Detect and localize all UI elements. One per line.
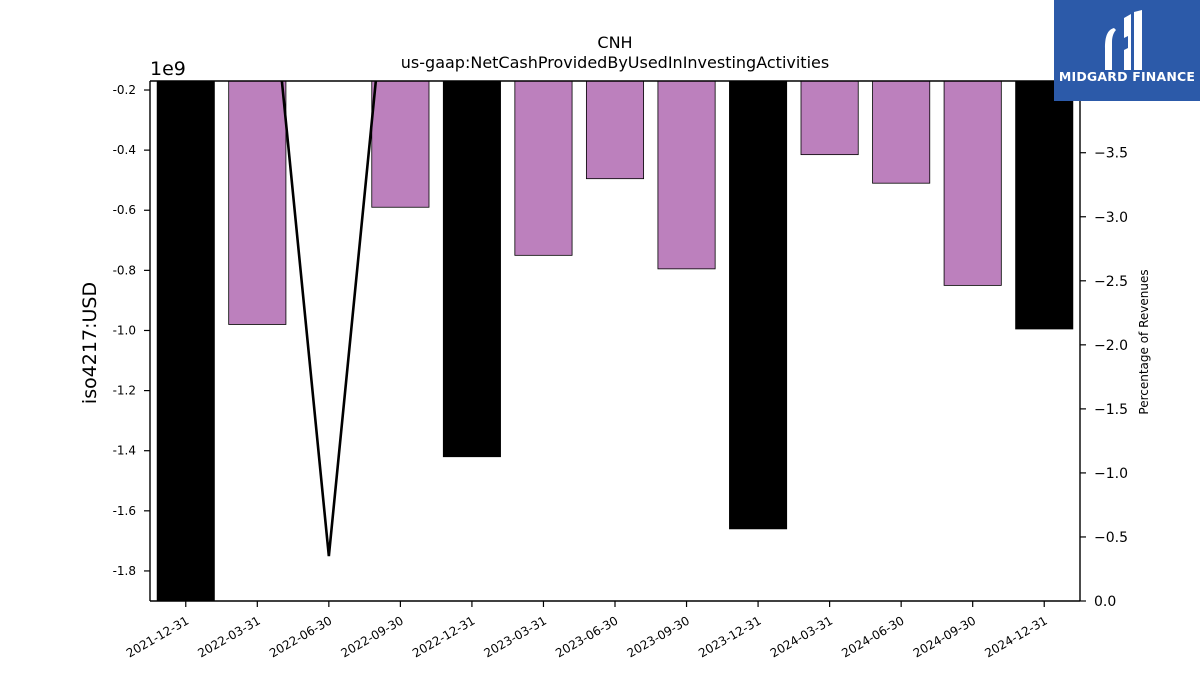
- y-tick-label: -1.6: [113, 504, 136, 518]
- y2-tick-label: −1.0: [1094, 466, 1128, 482]
- y2-tick-label: −3.0: [1094, 210, 1128, 226]
- y2-tick-label: 0.0: [1094, 594, 1116, 610]
- bar-2023-12-31: [729, 81, 788, 530]
- chart-title: CNH: [597, 33, 632, 52]
- y-tick-label: -1.4: [113, 444, 136, 458]
- bar-2023-03-31: [514, 81, 573, 256]
- y-tick-label: -0.8: [113, 263, 136, 277]
- bar-2022-09-30: [371, 81, 430, 208]
- y-tick-label: -0.6: [113, 203, 136, 217]
- bar-2022-03-31: [228, 81, 287, 325]
- y2-axis-ticks: -4.0−3.5−3.0−2.5−2.0−1.5−1.0−0.50.0: [1080, 82, 1128, 610]
- percentage-of-revenues-line: [280, 81, 378, 557]
- y-offset-label: 1e9: [150, 58, 186, 80]
- x-tick-label: 2022-09-30: [338, 613, 405, 660]
- x-tick-label: 2024-12-31: [982, 613, 1049, 660]
- y2-axis-label: Percentage of Revenues: [1137, 269, 1151, 414]
- bar-2024-12-31: [1015, 81, 1074, 330]
- bar-2022-12-31: [442, 81, 501, 458]
- y-tick-label: -1.8: [113, 564, 136, 578]
- x-tick-label: 2024-09-30: [911, 613, 978, 660]
- x-axis-ticks: 2021-12-31 2022-03-31 2022-06-30 2022-09-30…: [124, 601, 1050, 660]
- y-axis-label: iso4217:USD: [79, 282, 101, 404]
- y2-tick-label: −1.5: [1094, 402, 1128, 418]
- line-layer: [280, 81, 378, 557]
- y-tick-label: -1.0: [113, 323, 136, 337]
- x-tick-label: 2024-06-30: [839, 613, 906, 660]
- x-tick-label: 2021-12-31: [124, 613, 191, 660]
- bar-2023-09-30: [657, 81, 716, 270]
- y-axis-ticks: -0.2 -0.4 -0.6 -0.8 -1.0 -1.2 -1.4 -1.6 -1.8: [113, 83, 150, 578]
- chart-subtitle: us-gaap:NetCashProvidedByUsedInInvesting…: [401, 53, 829, 72]
- x-tick-label: 2023-12-31: [696, 613, 763, 660]
- bar-2024-03-31: [800, 81, 859, 156]
- y2-tick-label: −0.5: [1094, 530, 1128, 546]
- y2-tick-label: −3.5: [1094, 146, 1128, 162]
- bar-2024-09-30: [943, 81, 1002, 286]
- y-tick-label: -0.4: [113, 143, 136, 157]
- logo-mark-icon: [1105, 10, 1142, 70]
- y-tick-label: -1.2: [113, 384, 136, 398]
- logo-text: MIDGARD FINANCE: [1058, 69, 1196, 84]
- bars: [156, 81, 1074, 601]
- bar-2021-12-31: [156, 81, 215, 601]
- x-tick-label: 2023-09-30: [625, 613, 692, 660]
- x-tick-label: 2022-12-31: [410, 613, 477, 660]
- midgard-finance-logo: MIDGARD FINANCE: [1054, 0, 1200, 101]
- x-tick-label: 2022-03-31: [195, 613, 262, 660]
- y-tick-label: -0.2: [113, 83, 136, 97]
- x-tick-label: 2023-06-30: [553, 613, 620, 660]
- x-tick-label: 2022-06-30: [267, 613, 334, 660]
- bar-2024-06-30: [872, 81, 931, 184]
- y2-tick-label: −2.0: [1094, 338, 1128, 354]
- x-tick-label: 2023-03-31: [482, 613, 549, 660]
- x-tick-label: 2024-03-31: [768, 613, 835, 660]
- y2-tick-label: −2.5: [1094, 274, 1128, 290]
- bar-2023-06-30: [585, 81, 645, 180]
